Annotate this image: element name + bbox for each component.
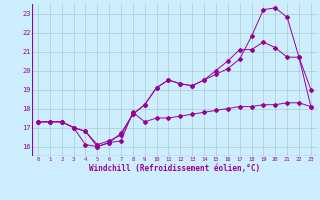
- X-axis label: Windchill (Refroidissement éolien,°C): Windchill (Refroidissement éolien,°C): [89, 164, 260, 173]
